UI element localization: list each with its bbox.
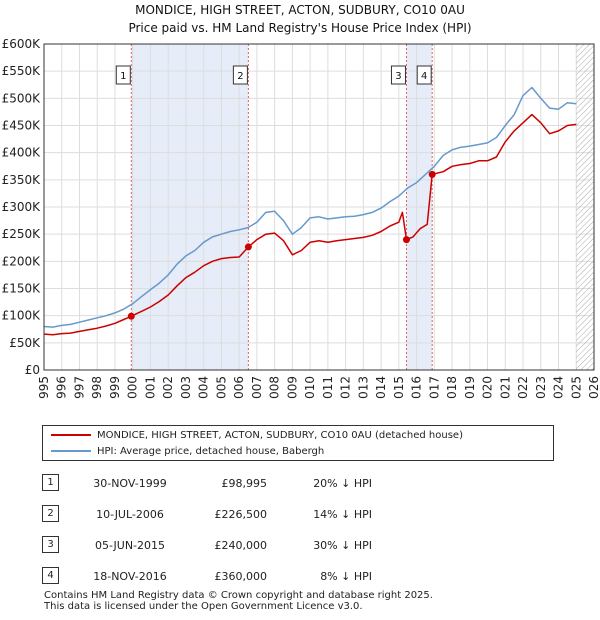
- chart-title-block: MONDICE, HIGH STREET, ACTON, SUDBURY, CO…: [0, 1, 600, 37]
- sale-hpi-diff: 14% ↓ HPI: [313, 508, 372, 521]
- x-tick-label: 1999: [108, 376, 122, 400]
- sale-row: 4 18-NOV-2016 £360,000 8% ↓ HPI: [42, 567, 542, 587]
- footer-licence: This data is licensed under the Open Gov…: [44, 601, 363, 612]
- x-tick-label: 1998: [90, 376, 104, 400]
- y-tick-label: £350K: [2, 173, 42, 187]
- x-tick-label: 2022: [516, 376, 530, 400]
- x-tick-label: 2023: [534, 376, 548, 400]
- x-tick-label: 2007: [250, 376, 264, 400]
- x-tick-label: 2008: [268, 376, 282, 400]
- sale-price: £98,995: [221, 477, 268, 490]
- legend-item-property: MONDICE, HIGH STREET, ACTON, SUDBURY, CO…: [51, 428, 463, 444]
- y-tick-label: £450K: [2, 119, 42, 133]
- x-tick-label: 2003: [179, 376, 193, 400]
- forecast-hatch: [576, 44, 594, 370]
- x-tick-label: 1995: [37, 376, 51, 400]
- y-tick-label: £0: [25, 363, 40, 377]
- y-tick-label: £250K: [2, 227, 42, 241]
- x-tick-label: 2020: [481, 376, 495, 400]
- sale-price: £240,000: [214, 539, 268, 552]
- x-tick-label: 2024: [552, 376, 566, 400]
- footer-copyright: Contains HM Land Registry data © Crown c…: [44, 590, 433, 601]
- legend-item-hpi: HPI: Average price, detached house, Babe…: [51, 444, 324, 460]
- y-tick-label: £50K: [9, 336, 41, 350]
- x-tick-label: 2014: [374, 376, 388, 400]
- x-tick-label: 2000: [126, 376, 140, 400]
- y-tick-label: £300K: [2, 200, 42, 214]
- x-tick-label: 2001: [143, 376, 157, 400]
- plot-area-border: [43, 43, 595, 371]
- x-tick-label: 2012: [339, 376, 353, 400]
- chart-title-address: MONDICE, HIGH STREET, ACTON, SUDBURY, CO…: [135, 3, 465, 17]
- x-tick-label: 2010: [303, 376, 317, 400]
- x-tick-label: 2026: [587, 376, 600, 400]
- y-tick-label: £500K: [2, 91, 42, 105]
- x-tick-label: 2019: [463, 376, 477, 400]
- sale-marker-badge: [115, 65, 131, 85]
- sale-hpi-diff: 30% ↓ HPI: [313, 539, 372, 552]
- sale-date: 10-JUL-2006: [96, 508, 164, 521]
- x-tick-label: 2011: [321, 376, 335, 400]
- x-tick-label: 2013: [356, 376, 370, 400]
- x-tick-label: 2009: [285, 376, 299, 400]
- sale-price: £360,000: [214, 570, 268, 583]
- sale-hpi-diff: 20% ↓ HPI: [313, 477, 372, 490]
- x-tick-label: 1996: [55, 376, 69, 400]
- sale-date: 18-NOV-2016: [93, 570, 167, 583]
- x-tick-label: 2006: [232, 376, 246, 400]
- sale-marker-number: 3: [395, 71, 401, 82]
- y-tick-label: £550K: [2, 64, 42, 78]
- property-series-line: [44, 113, 577, 336]
- sale-point: [428, 170, 436, 178]
- x-tick-label: 2017: [427, 376, 441, 400]
- sale-point: [244, 243, 252, 251]
- sale-row: 2 10-JUL-2006 £226,500 14% ↓ HPI: [42, 505, 542, 525]
- sale-marker-number: 1: [120, 71, 126, 82]
- x-tick-label: 2015: [392, 376, 406, 400]
- sale-number-badge: 1: [42, 474, 59, 491]
- legend: MONDICE, HIGH STREET, ACTON, SUDBURY, CO…: [42, 425, 554, 461]
- sale-marker-badge: [232, 65, 248, 85]
- x-tick-label: 2002: [161, 376, 175, 400]
- x-tick-label: 2004: [197, 376, 211, 400]
- sale-hpi-diff: 8% ↓ HPI: [320, 570, 372, 583]
- sale-number-badge: 2: [42, 505, 59, 522]
- y-tick-label: £400K: [2, 146, 42, 160]
- x-tick-label: 2005: [214, 376, 228, 400]
- sale-number-badge: 4: [42, 567, 59, 584]
- legend-swatch-hpi: [51, 450, 91, 452]
- sale-date: 05-JUN-2015: [94, 539, 166, 552]
- x-tick-label: 2018: [445, 376, 459, 400]
- x-tick-label: 2016: [410, 376, 424, 400]
- legend-swatch-property: [51, 434, 91, 436]
- y-tick-label: £150K: [2, 282, 42, 296]
- chart-subtitle: Price paid vs. HM Land Registry's House …: [128, 21, 472, 35]
- sale-point: [402, 236, 410, 244]
- sale-row: 3 05-JUN-2015 £240,000 30% ↓ HPI: [42, 536, 542, 556]
- sale-point: [127, 312, 135, 320]
- sale-marker-badge: [416, 65, 432, 85]
- hpi-series-line: [44, 86, 577, 328]
- x-tick-label: 2021: [498, 376, 512, 400]
- sale-marker-number: 2: [237, 71, 243, 82]
- sale-number-badge: 3: [42, 536, 59, 553]
- price-chart: 1 2 3 4 £0 £50K £100K £150K £200K £250K £300K £350…: [2, 37, 600, 400]
- sale-marker-badge: [390, 65, 406, 85]
- legend-label-hpi: HPI: Average price, detached house, Babe…: [97, 446, 325, 457]
- x-tick-label: 2025: [569, 376, 583, 400]
- y-tick-label: £200K: [2, 254, 42, 268]
- sale-row: 1 30-NOV-1999 £98,995 20% ↓ HPI: [42, 474, 542, 494]
- y-tick-label: £600K: [2, 37, 42, 51]
- x-tick-label: 1997: [72, 376, 86, 400]
- footer-attribution: Contains HM Land Registry data © Crown c…: [44, 590, 433, 612]
- sale-marker-number: 4: [421, 71, 427, 82]
- y-tick-label: £100K: [2, 309, 42, 323]
- sale-date: 30-NOV-1999: [93, 477, 167, 490]
- legend-label-property: MONDICE, HIGH STREET, ACTON, SUDBURY, CO…: [97, 430, 463, 441]
- sale-price: £226,500: [214, 508, 268, 521]
